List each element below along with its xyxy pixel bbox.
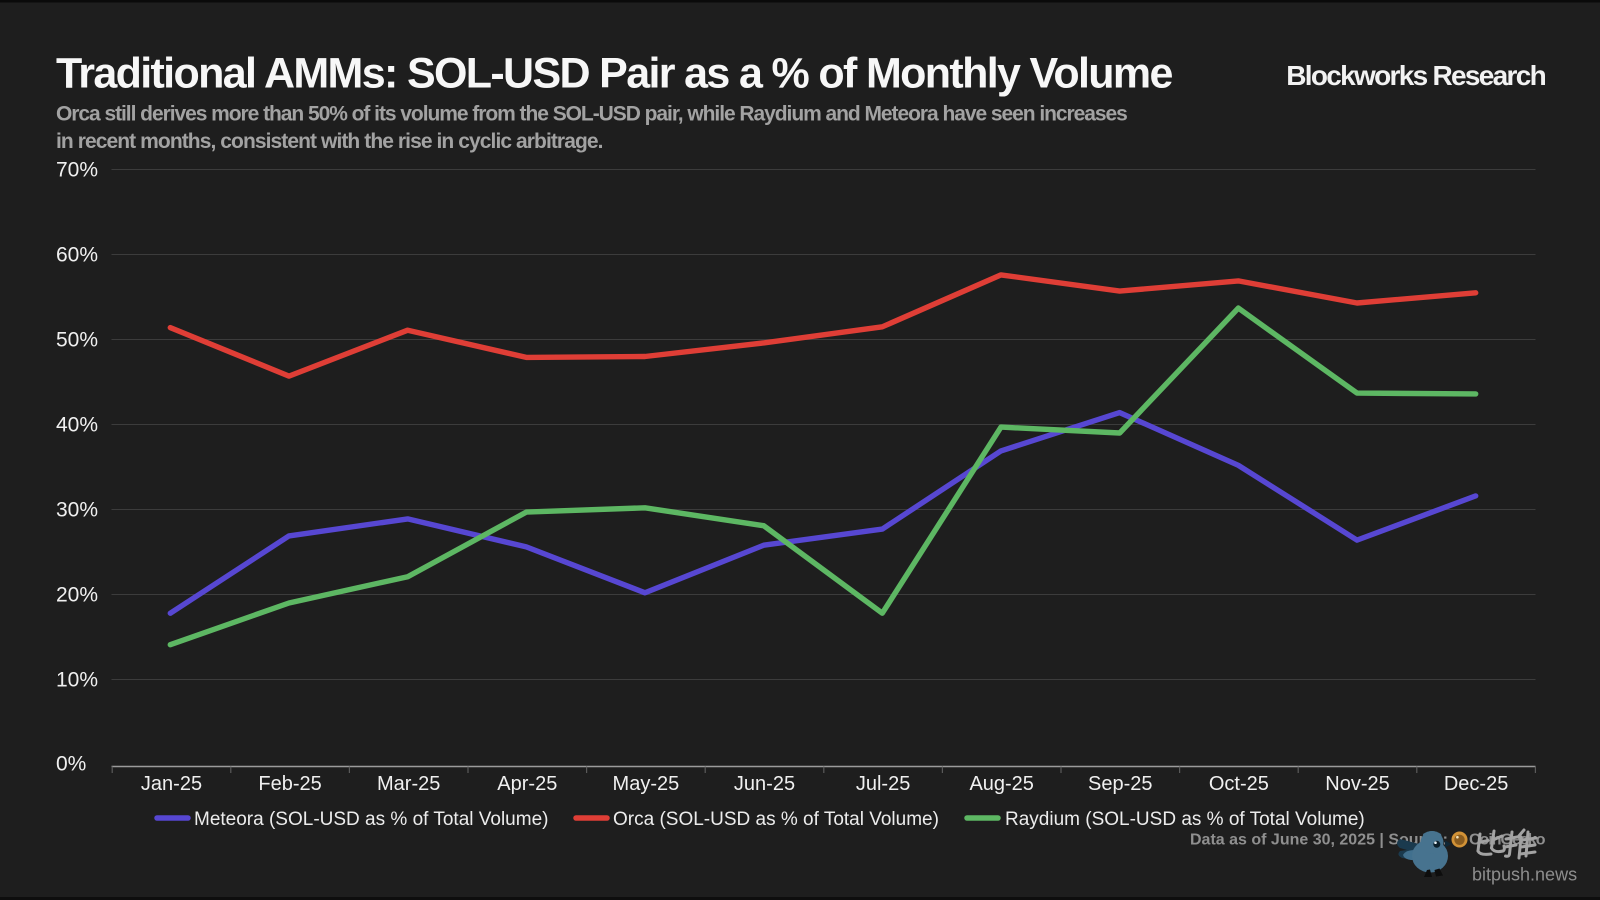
svg-text:Jun-25: Jun-25 [734, 773, 795, 795]
svg-text:Meteora (SOL-USD as % of Total: Meteora (SOL-USD as % of Total Volume) [194, 809, 548, 830]
svg-text:Oct-25: Oct-25 [1209, 773, 1269, 795]
svg-text:Dec-25: Dec-25 [1444, 773, 1508, 795]
svg-text:May-25: May-25 [613, 773, 680, 795]
svg-text:60%: 60% [56, 244, 98, 267]
svg-text:bitpush.news: bitpush.news [1472, 865, 1577, 885]
svg-text:40%: 40% [56, 414, 98, 437]
svg-text:Mar-25: Mar-25 [377, 773, 440, 795]
svg-text:Data as of June 30, 2025 | Sou: Data as of June 30, 2025 | Source: [1190, 832, 1448, 849]
svg-text:Raydium (SOL-USD as % of Total: Raydium (SOL-USD as % of Total Volume) [1005, 809, 1365, 830]
svg-text:20%: 20% [56, 584, 98, 607]
svg-text:in recent months, consistent w: in recent months, consistent with the ri… [56, 130, 603, 153]
svg-text:Jan-25: Jan-25 [141, 773, 202, 795]
svg-text:Orca still derives more than 5: Orca still derives more than 50% of its … [56, 103, 1127, 126]
svg-text:Apr-25: Apr-25 [497, 773, 557, 795]
svg-text:30%: 30% [56, 499, 98, 522]
svg-text:Nov-25: Nov-25 [1325, 773, 1389, 795]
svg-text:Sep-25: Sep-25 [1088, 773, 1153, 795]
svg-text:70%: 70% [56, 159, 98, 182]
svg-text:Feb-25: Feb-25 [258, 773, 321, 795]
svg-text:Orca (SOL-USD as % of Total Vo: Orca (SOL-USD as % of Total Volume) [613, 809, 939, 830]
svg-text:Traditional AMMs: SOL-USD Pair: Traditional AMMs: SOL-USD Pair as a % of… [56, 50, 1173, 98]
svg-text:Blockworks Research: Blockworks Research [1286, 60, 1545, 91]
svg-text:50%: 50% [56, 329, 98, 352]
svg-text:Aug-25: Aug-25 [969, 773, 1034, 795]
svg-text:Jul-25: Jul-25 [856, 773, 910, 795]
svg-text:0%: 0% [56, 753, 86, 776]
svg-text:10%: 10% [56, 669, 98, 692]
